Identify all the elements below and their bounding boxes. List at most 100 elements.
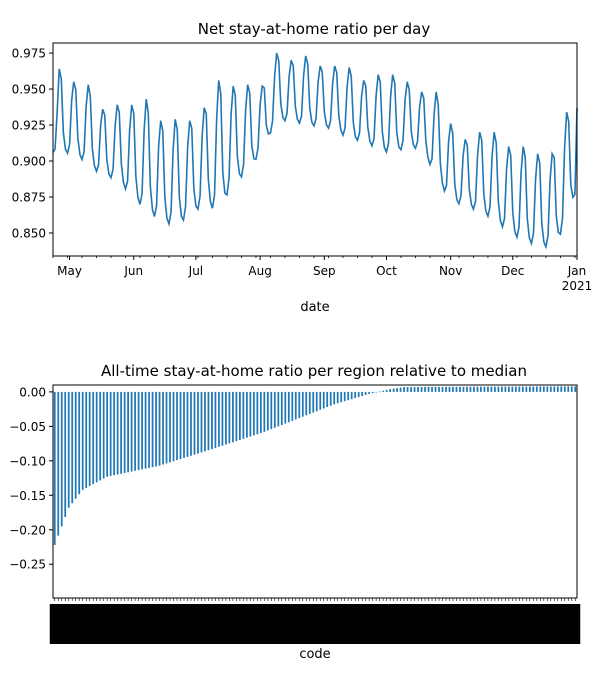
bar xyxy=(347,391,350,401)
bar xyxy=(305,391,308,416)
bar xyxy=(246,391,248,438)
bar xyxy=(508,386,510,392)
bar xyxy=(273,391,276,428)
x-tick-label: Nov xyxy=(439,264,462,278)
x-tick-label: Jan xyxy=(567,264,587,278)
bar xyxy=(207,391,210,451)
bar xyxy=(521,386,524,392)
bar xyxy=(130,391,133,472)
bar xyxy=(406,387,409,392)
bar xyxy=(501,386,503,392)
bar xyxy=(354,391,357,399)
bar xyxy=(81,391,84,490)
bar xyxy=(137,391,140,471)
bar xyxy=(343,391,346,402)
bar xyxy=(371,391,374,394)
bar xyxy=(60,391,63,527)
bar xyxy=(392,388,395,392)
line-series xyxy=(52,52,578,250)
bar xyxy=(127,391,129,473)
bar xyxy=(445,386,447,392)
bar xyxy=(301,391,304,417)
bar xyxy=(396,388,398,392)
bar xyxy=(483,386,486,392)
x-tick-label: Dec xyxy=(501,264,524,278)
bar xyxy=(553,386,556,392)
x-tick-label: Sep xyxy=(313,264,336,278)
bar xyxy=(322,391,325,409)
bar xyxy=(176,391,178,461)
bar xyxy=(53,391,56,545)
bar xyxy=(504,386,507,392)
bar xyxy=(186,391,189,457)
y-tick-label: 0.900 xyxy=(12,155,46,169)
bar-y-axis: 0.00 −0.05 −0.10 −0.15 −0.20 −0.25 xyxy=(9,385,53,572)
bar xyxy=(459,386,461,392)
bar xyxy=(476,386,479,392)
bar xyxy=(158,391,161,466)
bar xyxy=(389,389,391,392)
bar xyxy=(235,391,238,442)
line-x-axis-label: date xyxy=(300,300,329,315)
bar-chart: All-time stay-at-home ratio per region r… xyxy=(9,362,581,662)
bar xyxy=(480,386,482,392)
bar xyxy=(151,391,154,468)
bar xyxy=(410,387,412,392)
bar xyxy=(225,391,227,445)
bar xyxy=(532,386,535,392)
bar xyxy=(574,386,577,392)
bar xyxy=(239,391,241,440)
bar xyxy=(364,391,367,395)
bar xyxy=(431,386,433,392)
bar xyxy=(249,391,252,437)
bar xyxy=(473,386,475,392)
bar xyxy=(193,391,196,455)
y-tick-label: −0.10 xyxy=(9,454,46,468)
bar xyxy=(549,386,552,392)
bar-plot-frame xyxy=(52,384,578,599)
y-tick-label: −0.25 xyxy=(9,558,46,572)
bar xyxy=(78,391,81,495)
bar xyxy=(333,391,336,405)
bar xyxy=(326,391,329,408)
bar xyxy=(190,391,192,456)
bar xyxy=(528,386,531,392)
bar xyxy=(319,391,322,410)
bar xyxy=(350,391,353,400)
y-tick-label: 0.975 xyxy=(12,47,46,61)
bar xyxy=(252,391,255,436)
bar xyxy=(539,386,542,392)
bar xyxy=(298,391,301,419)
bar xyxy=(361,391,364,397)
bar xyxy=(284,391,287,424)
x-tick-sublabel: 2021 xyxy=(562,279,593,293)
bar xyxy=(448,386,451,392)
bar xyxy=(546,386,549,392)
y-tick-label: −0.20 xyxy=(9,523,46,537)
line-chart: Net stay-at-home ratio per day 0.850 0.87… xyxy=(12,20,593,315)
bar xyxy=(287,391,290,423)
line-y-axis: 0.850 0.875 0.900 0.925 0.950 0.975 xyxy=(12,47,53,240)
bar xyxy=(378,391,381,393)
bar xyxy=(183,391,185,458)
bar xyxy=(179,391,182,460)
bar xyxy=(427,386,430,392)
bar xyxy=(336,391,339,404)
bar xyxy=(263,391,266,432)
bar xyxy=(95,391,98,483)
bar xyxy=(315,391,318,412)
bar xyxy=(169,391,171,463)
bar xyxy=(102,391,105,479)
bar xyxy=(57,391,60,536)
bar xyxy=(469,386,472,392)
bar xyxy=(270,391,273,430)
bar xyxy=(221,391,224,446)
x-tick-label: Aug xyxy=(248,264,271,278)
bar xyxy=(312,391,315,413)
x-tick-label: Jul xyxy=(188,264,203,278)
bar xyxy=(280,391,283,425)
bar xyxy=(232,391,234,443)
bar xyxy=(385,389,388,392)
